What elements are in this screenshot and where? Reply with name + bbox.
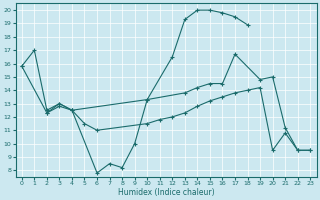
X-axis label: Humidex (Indice chaleur): Humidex (Indice chaleur) [118,188,214,197]
